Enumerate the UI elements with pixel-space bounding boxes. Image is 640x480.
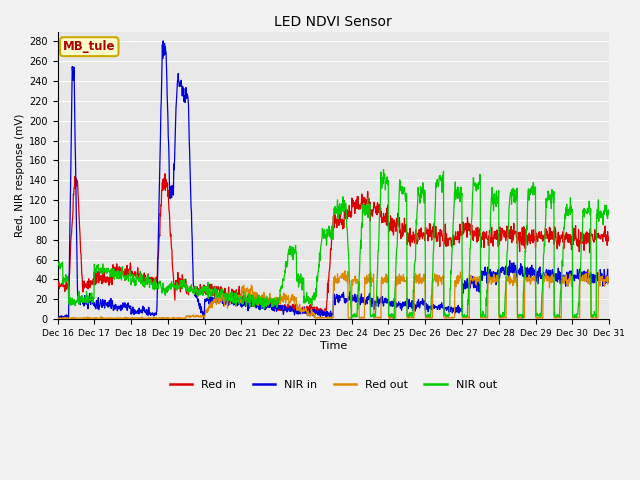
Text: MB_tule: MB_tule — [63, 40, 116, 53]
Title: LED NDVI Sensor: LED NDVI Sensor — [275, 15, 392, 29]
Y-axis label: Red, NIR response (mV): Red, NIR response (mV) — [15, 114, 25, 237]
Legend: Red in, NIR in, Red out, NIR out: Red in, NIR in, Red out, NIR out — [166, 375, 501, 394]
X-axis label: Time: Time — [319, 341, 347, 350]
